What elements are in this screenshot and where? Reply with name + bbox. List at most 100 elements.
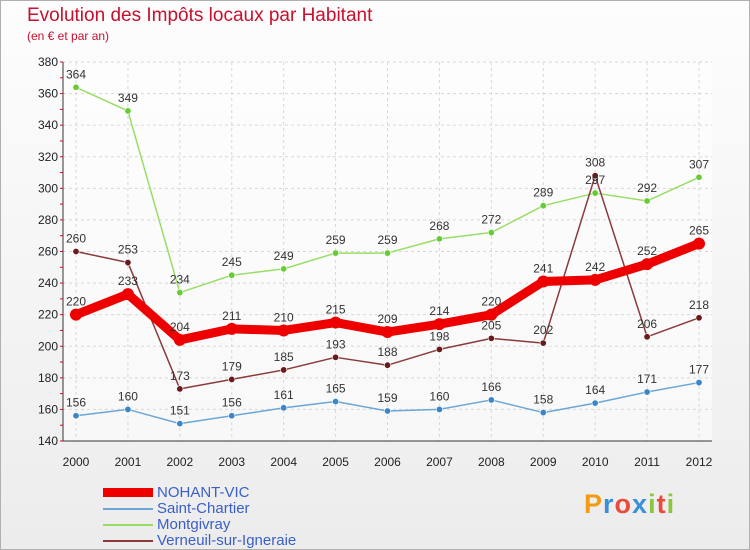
y-tick-label: 140 bbox=[38, 434, 58, 448]
data-label: 171 bbox=[637, 372, 657, 386]
y-tick-label: 260 bbox=[38, 245, 58, 259]
data-label: 211 bbox=[222, 309, 241, 323]
legend-swatch bbox=[103, 540, 153, 542]
y-tick-label: 360 bbox=[38, 87, 58, 101]
chart-title: Evolution des Impôts locaux par Habitant bbox=[27, 5, 373, 26]
y-tick-label: 320 bbox=[38, 150, 58, 164]
y-tick-label: 240 bbox=[38, 276, 58, 290]
data-label: 265 bbox=[689, 224, 709, 238]
data-point bbox=[539, 339, 547, 347]
data-point bbox=[72, 412, 80, 420]
data-label: 245 bbox=[222, 255, 242, 269]
data-point bbox=[539, 409, 547, 417]
data-label: 252 bbox=[637, 244, 657, 258]
x-tick-label: 2011 bbox=[634, 455, 660, 469]
data-label: 364 bbox=[66, 67, 86, 81]
data-point bbox=[433, 318, 446, 331]
data-label: 308 bbox=[585, 156, 605, 170]
data-point bbox=[641, 258, 654, 271]
data-label: 161 bbox=[274, 388, 294, 402]
logo-letter: o bbox=[614, 489, 633, 519]
y-tick-label: 280 bbox=[38, 213, 58, 227]
data-label: 241 bbox=[533, 262, 553, 276]
data-point bbox=[228, 375, 236, 383]
data-point bbox=[280, 404, 288, 412]
data-point bbox=[124, 259, 132, 267]
data-label: 292 bbox=[637, 181, 657, 195]
data-point bbox=[435, 345, 443, 353]
data-point bbox=[173, 333, 186, 346]
data-label: 210 bbox=[274, 310, 294, 324]
data-label: 249 bbox=[274, 249, 294, 263]
x-tick-label: 2004 bbox=[270, 455, 297, 469]
data-point bbox=[277, 324, 290, 337]
data-point bbox=[643, 333, 651, 341]
data-label: 158 bbox=[533, 393, 553, 407]
data-label: 259 bbox=[326, 233, 346, 247]
data-label: 297 bbox=[585, 173, 605, 187]
data-point bbox=[435, 405, 443, 413]
data-label: 268 bbox=[429, 219, 449, 233]
legend-label: Verneuil-sur-Igneraie bbox=[157, 532, 297, 549]
data-label: 156 bbox=[222, 396, 242, 410]
y-tick-label: 340 bbox=[38, 118, 58, 132]
data-point bbox=[332, 353, 340, 361]
data-point bbox=[381, 326, 394, 339]
data-point bbox=[487, 396, 495, 404]
data-point bbox=[693, 237, 705, 250]
x-tick-label: 2010 bbox=[582, 455, 609, 469]
data-label: 220 bbox=[481, 295, 501, 309]
data-point bbox=[280, 265, 288, 273]
data-label: 272 bbox=[481, 213, 501, 227]
data-label: 151 bbox=[170, 404, 190, 418]
data-point bbox=[695, 173, 703, 181]
y-tick-label: 200 bbox=[38, 339, 58, 353]
data-label: 260 bbox=[66, 232, 86, 246]
logo-letter: t bbox=[656, 489, 667, 519]
data-label: 214 bbox=[429, 304, 449, 318]
data-point bbox=[643, 197, 651, 205]
data-label: 218 bbox=[689, 298, 709, 312]
data-label: 156 bbox=[66, 396, 86, 410]
x-tick-label: 2003 bbox=[218, 455, 245, 469]
x-tick-label: 2006 bbox=[374, 455, 401, 469]
data-point bbox=[332, 398, 340, 406]
data-point bbox=[280, 366, 288, 374]
data-label: 160 bbox=[429, 389, 449, 403]
data-label: 234 bbox=[170, 273, 190, 287]
data-point bbox=[228, 412, 236, 420]
data-point bbox=[121, 288, 134, 301]
data-label: 193 bbox=[326, 337, 346, 351]
data-point bbox=[383, 361, 391, 369]
data-label: 307 bbox=[689, 157, 709, 171]
data-label: 173 bbox=[170, 369, 190, 383]
data-point bbox=[591, 172, 599, 180]
legend-label: Saint-Chartier bbox=[157, 500, 250, 517]
data-label: 166 bbox=[481, 380, 501, 394]
data-label: 215 bbox=[326, 303, 346, 317]
x-tick-label: 2009 bbox=[530, 455, 557, 469]
x-tick-label: 2001 bbox=[115, 455, 142, 469]
logo-letter: x bbox=[632, 489, 649, 519]
data-label: 233 bbox=[118, 274, 138, 288]
data-point bbox=[435, 235, 443, 243]
legend-swatch bbox=[103, 508, 153, 510]
data-point bbox=[487, 334, 495, 342]
data-point bbox=[485, 308, 498, 321]
data-point bbox=[176, 420, 184, 428]
data-label: 289 bbox=[533, 186, 553, 200]
data-point bbox=[72, 248, 80, 256]
data-point bbox=[591, 399, 599, 407]
data-label: 253 bbox=[118, 243, 138, 257]
data-point bbox=[539, 202, 547, 210]
data-label: 159 bbox=[377, 391, 397, 405]
logo-letter: r bbox=[603, 489, 615, 519]
data-point bbox=[383, 407, 391, 415]
data-label: 202 bbox=[533, 323, 553, 337]
data-label: 349 bbox=[118, 91, 138, 105]
data-point bbox=[589, 273, 602, 286]
data-label: 164 bbox=[585, 383, 605, 397]
data-label: 179 bbox=[222, 359, 242, 373]
data-label: 165 bbox=[326, 382, 346, 396]
